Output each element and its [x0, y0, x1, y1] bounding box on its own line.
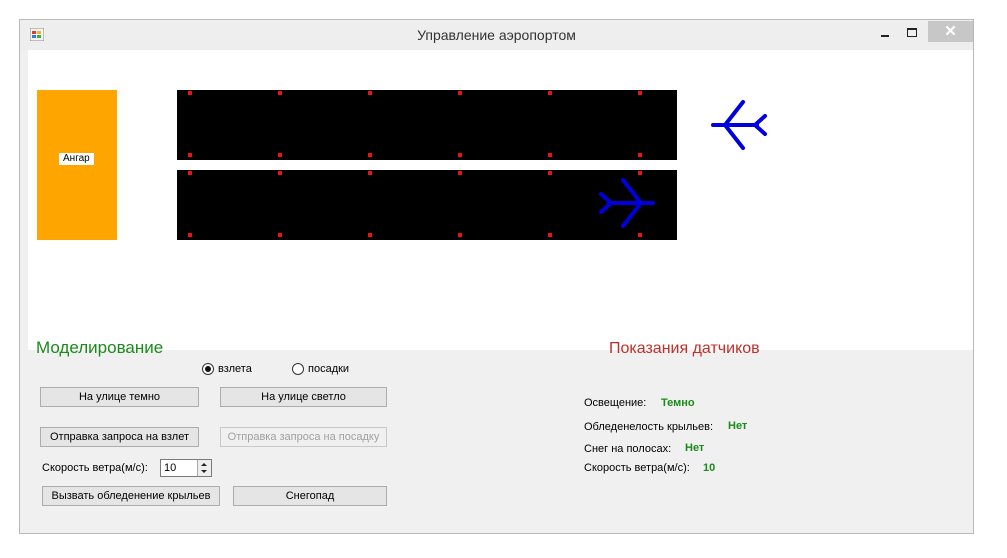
- icing-button[interactable]: Вызвать обледенение крыльев: [42, 486, 220, 506]
- sensors-title: Показания датчиков: [609, 340, 760, 357]
- runway-light: [458, 153, 462, 157]
- radio-takeoff-label: взлета: [218, 363, 252, 375]
- runway-light: [368, 233, 372, 237]
- runway-light: [458, 233, 462, 237]
- takeoff-request-button[interactable]: Отправка запроса на взлет: [40, 427, 199, 447]
- runway-light: [548, 171, 552, 175]
- runway-light: [278, 233, 282, 237]
- runway-light: [548, 153, 552, 157]
- sensor-lighting-label: Освещение:: [584, 397, 647, 409]
- runway-light: [188, 171, 192, 175]
- app-icon: [30, 28, 44, 41]
- runway-light: [188, 233, 192, 237]
- title-bar: Управление аэропортом ✕: [20, 20, 973, 50]
- runway-lower: [177, 170, 677, 240]
- sensor-icing-label: Обледенелость крыльев:: [584, 421, 714, 433]
- simulation-title: Моделирование: [36, 338, 164, 357]
- sensor-icing-value: Нет: [728, 420, 748, 432]
- close-icon: ✕: [944, 23, 957, 40]
- chevron-up-icon[interactable]: [201, 463, 207, 466]
- dark-outside-button[interactable]: На улице темно: [40, 387, 199, 407]
- sensor-snow-label: Снег на полосах:: [584, 443, 672, 455]
- runway-light: [638, 91, 642, 95]
- runway-light: [458, 91, 462, 95]
- landing-request-button[interactable]: Отправка запроса на посадку: [220, 427, 387, 447]
- light-outside-button[interactable]: На улице светло: [220, 387, 387, 407]
- chevron-down-icon[interactable]: [201, 470, 207, 473]
- wind-speed-label: Скорость ветра(м/с):: [42, 462, 148, 474]
- sensor-lighting-value: Темно: [661, 397, 695, 409]
- window-title: Управление аэропортом: [417, 27, 576, 43]
- hangar-label: Ангар: [59, 153, 94, 165]
- runway-light: [278, 171, 282, 175]
- plane-icon: [711, 100, 767, 150]
- runway-light: [188, 91, 192, 95]
- snowfall-button[interactable]: Снегопад: [233, 486, 387, 506]
- runway-light: [638, 153, 642, 157]
- radio-landing[interactable]: [292, 363, 304, 375]
- main-window: Управление аэропортом ✕ Ангар: [19, 19, 974, 534]
- runway-light: [188, 153, 192, 157]
- runway-light: [368, 91, 372, 95]
- runway-light: [368, 171, 372, 175]
- close-button[interactable]: ✕: [928, 21, 973, 42]
- maximize-button[interactable]: [905, 25, 919, 39]
- radio-landing-label: посадки: [308, 363, 350, 375]
- wind-speed-stepper[interactable]: 10: [160, 459, 212, 477]
- runway-light: [278, 153, 282, 157]
- airport-canvas: Ангар: [28, 50, 973, 350]
- sensor-wind-label: Скорость ветра(м/с):: [584, 462, 690, 474]
- sensor-wind-value: 10: [703, 462, 716, 474]
- radio-takeoff[interactable]: [202, 363, 214, 375]
- sensor-snow-value: Нет: [685, 442, 705, 454]
- runway-light: [278, 91, 282, 95]
- runway-upper: [177, 90, 677, 160]
- runway-light: [638, 171, 642, 175]
- spin-arrows[interactable]: [197, 460, 211, 476]
- runway-light: [368, 153, 372, 157]
- minimize-button[interactable]: [878, 26, 892, 40]
- hangar: Ангар: [37, 90, 117, 240]
- runway-light: [638, 233, 642, 237]
- plane-icon: [599, 178, 655, 228]
- wind-speed-value[interactable]: 10: [164, 462, 177, 474]
- runway-light: [458, 171, 462, 175]
- runway-light: [548, 233, 552, 237]
- runway-light: [548, 91, 552, 95]
